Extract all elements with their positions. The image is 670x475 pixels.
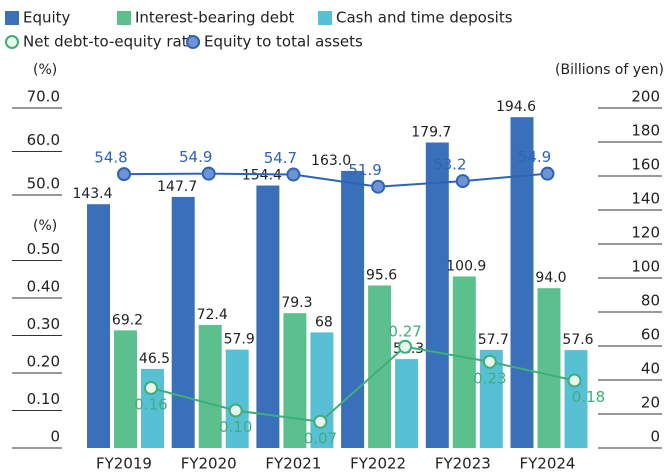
- bar: [256, 185, 280, 448]
- data-label: 143.4: [72, 186, 112, 202]
- x-tick-label: FY2022: [350, 455, 406, 473]
- data-label: 51.9: [348, 161, 381, 179]
- bar: [114, 330, 137, 448]
- bar: [479, 349, 503, 448]
- tick-label: 0.30: [27, 315, 60, 333]
- data-label: 46.5: [139, 351, 170, 367]
- bar: [198, 324, 222, 448]
- tick-label: 0.50: [27, 240, 60, 258]
- bar: [452, 276, 476, 448]
- point: [313, 414, 328, 429]
- tick-label: 0: [50, 428, 60, 446]
- bar: [564, 350, 588, 448]
- legend-swatch: [117, 11, 131, 25]
- tick-label: 160: [631, 156, 660, 174]
- bar: [510, 117, 534, 449]
- line: [150, 345, 575, 423]
- data-label: 100.9: [446, 258, 486, 274]
- tick-label: 70.0: [27, 88, 60, 106]
- legend-label: Net debt-to-equity ratio: [23, 33, 201, 51]
- data-label: 54.9: [179, 148, 212, 166]
- x-tick-label: FY2019: [96, 455, 152, 473]
- data-label: 0.18: [572, 388, 605, 406]
- data-label: 194.6: [496, 99, 536, 115]
- tick-label: 50.0: [27, 175, 60, 193]
- bar: [171, 196, 195, 448]
- line: [123, 172, 548, 188]
- data-label: 72.4: [197, 307, 228, 323]
- data-label: 154.4: [242, 168, 282, 184]
- legend-swatch: [186, 35, 200, 49]
- tick-label: 0.10: [27, 390, 60, 408]
- data-label: 53.2: [433, 156, 466, 174]
- data-label: 68: [315, 314, 333, 330]
- legend-swatch: [318, 11, 332, 25]
- tick-label: 100: [631, 258, 660, 276]
- legend-label: Interest-bearing debt: [135, 9, 295, 27]
- point: [286, 167, 301, 182]
- tick-label: 20: [641, 394, 660, 412]
- bar: [425, 142, 449, 448]
- data-label: 179.7: [411, 125, 451, 141]
- point: [201, 166, 216, 181]
- tick-label: 40: [641, 360, 660, 378]
- tick-label: 120: [631, 224, 660, 242]
- tick-label: 80: [641, 292, 660, 310]
- point: [482, 354, 497, 369]
- x-tick-label: FY2023: [435, 455, 491, 473]
- legend-swatch: [5, 35, 19, 49]
- tick-label: 0: [650, 428, 660, 446]
- data-label: 57.6: [562, 332, 593, 348]
- data-label: 0.27: [388, 322, 421, 340]
- data-label: 163.0: [311, 153, 351, 169]
- tick-label: 0.20: [27, 353, 60, 371]
- bar: [87, 204, 110, 448]
- data-label: 69.2: [112, 312, 143, 328]
- tick-label: 140: [631, 190, 660, 208]
- data-label: 0.23: [473, 369, 506, 387]
- point: [144, 381, 158, 395]
- legend-swatch: [5, 11, 19, 25]
- data-label: 94.0: [535, 270, 566, 286]
- tick-label: 60.0: [27, 131, 60, 149]
- legend-label: Cash and time deposits: [336, 9, 513, 27]
- x-tick-label: FY2021: [265, 455, 321, 473]
- x-tick-label: FY2024: [520, 455, 576, 473]
- legend-label: Equity: [23, 9, 71, 27]
- data-label: 147.7: [157, 179, 197, 195]
- data-label: 0.10: [219, 418, 252, 436]
- tick-label: 60: [641, 326, 660, 344]
- x-tick-label: FY2020: [181, 455, 237, 473]
- bar: [537, 288, 561, 448]
- y3-axis-label: (%): [33, 218, 57, 234]
- point: [117, 167, 131, 182]
- point: [455, 174, 470, 189]
- data-label: 54.8: [94, 149, 127, 167]
- y-axis-label: (Billions of yen): [555, 62, 664, 78]
- bar: [395, 359, 419, 448]
- tick-label: 180: [631, 122, 660, 140]
- point: [398, 339, 413, 354]
- data-label: 57.9: [224, 332, 255, 348]
- point: [540, 166, 555, 181]
- tick-label: 0.40: [27, 278, 60, 296]
- y2-axis-label: (%): [33, 62, 57, 78]
- bar: [368, 285, 392, 448]
- legend-label: Equity to total assets: [204, 33, 363, 51]
- data-label: 0.07: [304, 429, 337, 447]
- point: [371, 179, 386, 194]
- bar: [341, 170, 365, 448]
- data-label: 79.3: [281, 295, 312, 311]
- data-label: 54.9: [518, 148, 551, 166]
- bar: [283, 313, 307, 448]
- data-label: 95.6: [366, 267, 397, 283]
- data-label: 57.7: [478, 332, 509, 348]
- data-label: 0.16: [134, 396, 167, 414]
- bar: [225, 349, 249, 448]
- data-label: 54.7: [264, 149, 297, 167]
- point: [567, 373, 582, 388]
- tick-label: 200: [631, 88, 660, 106]
- point: [228, 403, 243, 418]
